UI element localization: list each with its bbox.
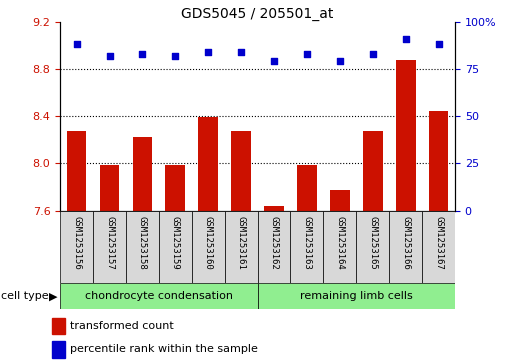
Bar	[323, 211, 356, 283]
Text: chondrocyte condensation: chondrocyte condensation	[85, 291, 233, 301]
Bar	[198, 117, 218, 211]
Bar	[231, 131, 251, 211]
Text: GSM1253162: GSM1253162	[269, 216, 279, 270]
Bar	[52, 341, 64, 358]
Bar	[60, 211, 93, 283]
Bar	[93, 211, 126, 283]
Point	[204, 49, 212, 55]
Text: ▶: ▶	[49, 291, 58, 301]
Text: cell type: cell type	[1, 291, 49, 301]
Title: GDS5045 / 205501_at: GDS5045 / 205501_at	[181, 7, 334, 21]
Point	[171, 53, 179, 59]
Text: GSM1253163: GSM1253163	[302, 216, 311, 270]
Bar	[389, 211, 422, 283]
Bar	[60, 283, 257, 309]
Bar	[396, 60, 415, 211]
Bar	[297, 164, 317, 211]
Bar	[159, 211, 192, 283]
Bar	[356, 211, 389, 283]
Bar	[192, 211, 225, 283]
Point	[72, 41, 81, 47]
Bar	[67, 131, 86, 211]
Bar	[429, 111, 448, 211]
Bar	[422, 211, 455, 283]
Text: GSM1253166: GSM1253166	[401, 216, 410, 270]
Point	[270, 58, 278, 64]
Text: GSM1253167: GSM1253167	[434, 216, 443, 270]
Text: remaining limb cells: remaining limb cells	[300, 291, 413, 301]
Text: GSM1253159: GSM1253159	[171, 216, 180, 270]
Point	[105, 53, 113, 59]
Text: percentile rank within the sample: percentile rank within the sample	[70, 344, 258, 354]
Bar	[290, 211, 323, 283]
Text: GSM1253160: GSM1253160	[204, 216, 213, 270]
Bar	[257, 211, 290, 283]
Bar	[132, 137, 152, 211]
Bar	[257, 283, 455, 309]
Bar	[363, 131, 383, 211]
Text: GSM1253165: GSM1253165	[368, 216, 377, 270]
Text: GSM1253156: GSM1253156	[72, 216, 81, 270]
Bar	[100, 164, 119, 211]
Point	[402, 36, 410, 42]
Text: GSM1253161: GSM1253161	[236, 216, 246, 270]
Point	[336, 58, 344, 64]
Bar	[330, 191, 350, 211]
Point	[369, 51, 377, 57]
Text: GSM1253164: GSM1253164	[335, 216, 344, 270]
Bar	[225, 211, 257, 283]
Point	[237, 49, 245, 55]
Text: GSM1253157: GSM1253157	[105, 216, 114, 270]
Text: transformed count: transformed count	[70, 321, 174, 331]
Point	[138, 51, 146, 57]
Bar	[126, 211, 159, 283]
Bar	[264, 206, 284, 211]
Point	[435, 41, 443, 47]
Bar	[165, 164, 185, 211]
Bar	[52, 318, 64, 334]
Text: GSM1253158: GSM1253158	[138, 216, 147, 270]
Point	[303, 51, 311, 57]
